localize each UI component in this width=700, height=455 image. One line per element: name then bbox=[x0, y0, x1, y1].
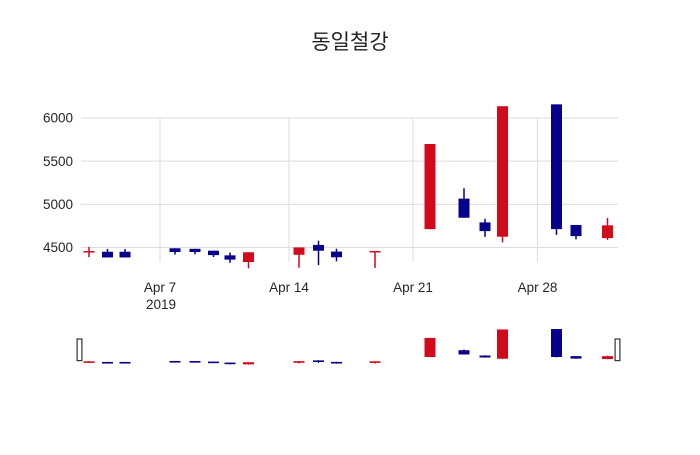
svg-text:동일철강: 동일철강 bbox=[311, 31, 388, 54]
svg-text:5000: 5000 bbox=[43, 197, 73, 212]
svg-text:Apr 7: Apr 7 bbox=[144, 280, 176, 295]
svg-text:Apr 21: Apr 21 bbox=[393, 280, 433, 295]
svg-text:Apr 28: Apr 28 bbox=[518, 280, 558, 295]
svg-text:5500: 5500 bbox=[43, 154, 73, 169]
svg-text:Apr 14: Apr 14 bbox=[269, 280, 309, 295]
svg-text:6000: 6000 bbox=[43, 111, 73, 126]
svg-text:2019: 2019 bbox=[146, 297, 176, 312]
svg-text:4500: 4500 bbox=[43, 240, 73, 255]
